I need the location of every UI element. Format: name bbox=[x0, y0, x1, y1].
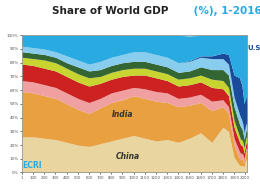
Text: China: China bbox=[116, 152, 140, 161]
Text: ECRI: ECRI bbox=[22, 161, 42, 170]
Text: Share of World GDP: Share of World GDP bbox=[52, 6, 168, 16]
Text: India: India bbox=[112, 110, 133, 119]
Text: U.S.: U.S. bbox=[247, 45, 260, 51]
Text: (%), 1-2016 CE: (%), 1-2016 CE bbox=[190, 6, 260, 16]
